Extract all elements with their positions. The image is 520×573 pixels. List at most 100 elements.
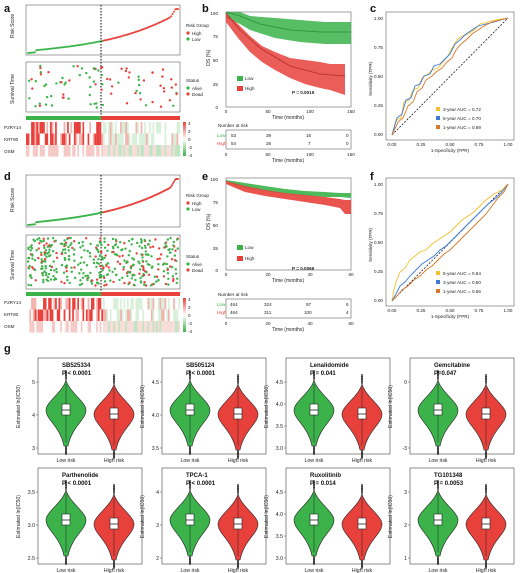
ytick: 100 bbox=[210, 177, 218, 182]
ytick-50: 50 bbox=[213, 58, 219, 63]
outlier bbox=[313, 451, 315, 454]
survival-point bbox=[28, 97, 31, 100]
heat-cell bbox=[96, 298, 99, 310]
heat-cell bbox=[75, 133, 78, 145]
survival-point bbox=[49, 268, 53, 272]
heat-cell bbox=[132, 321, 135, 333]
outlier bbox=[485, 375, 487, 378]
survival-point bbox=[92, 67, 96, 70]
heat-cell bbox=[103, 122, 105, 134]
heat-cell bbox=[162, 133, 165, 145]
drug-name: Ruxolitinib bbox=[310, 473, 341, 479]
group-label: Low risk bbox=[304, 458, 323, 464]
survival-point bbox=[110, 85, 114, 88]
survival-point bbox=[147, 273, 151, 276]
heat-cell bbox=[145, 133, 148, 145]
panel-letter-f: f bbox=[370, 171, 374, 183]
heat-cell bbox=[154, 133, 157, 145]
risk-row-low: Low bbox=[217, 133, 226, 138]
legend-swatch bbox=[436, 289, 440, 293]
heat-cell bbox=[94, 145, 97, 157]
heat-cell bbox=[34, 122, 37, 134]
drug-name: Parthenolide bbox=[62, 473, 99, 479]
panel-b: 100 75 50 25 0 OS (%) 0 50 100 150 Time … bbox=[206, 11, 355, 164]
survival-point bbox=[29, 284, 33, 287]
km-low-band bbox=[226, 12, 351, 44]
heat-cell bbox=[92, 122, 95, 134]
survival-point bbox=[42, 278, 45, 282]
heat-cell bbox=[38, 298, 40, 310]
heat-cell bbox=[118, 309, 121, 321]
violin-frame bbox=[161, 357, 267, 455]
survival-frame bbox=[25, 234, 181, 290]
risk-xlabel: Time (months) bbox=[272, 327, 304, 333]
heat-cell bbox=[61, 145, 64, 157]
legend-swatch bbox=[436, 125, 440, 129]
survival-point bbox=[166, 255, 169, 258]
survival-point bbox=[48, 264, 52, 268]
survival-point bbox=[60, 280, 63, 283]
ytick-label: 4 bbox=[156, 490, 159, 496]
km-pvalue: P = 0.0066 bbox=[292, 266, 315, 271]
heat-cell bbox=[125, 309, 128, 321]
heat-cell bbox=[65, 133, 68, 145]
heat-cell bbox=[48, 145, 51, 157]
survival-point bbox=[157, 279, 160, 282]
legend-alive-dot bbox=[186, 262, 190, 266]
risk-row-high: High bbox=[217, 310, 227, 315]
outlier bbox=[361, 382, 363, 384]
violin-frame bbox=[409, 357, 515, 455]
survival-point bbox=[42, 237, 45, 240]
heat-cell bbox=[132, 133, 135, 145]
heat-cell bbox=[150, 298, 153, 310]
survival-point bbox=[142, 79, 146, 82]
heat-cell bbox=[36, 298, 39, 310]
heat-cell bbox=[135, 145, 138, 157]
survival-point bbox=[113, 243, 117, 247]
survival-point bbox=[95, 265, 98, 268]
survival-point bbox=[172, 244, 175, 247]
heat-cell bbox=[41, 145, 44, 157]
heat-cell bbox=[60, 298, 63, 310]
outlier bbox=[437, 557, 439, 560]
survival-point bbox=[171, 248, 174, 251]
heat-cell bbox=[58, 309, 61, 321]
heat-cell bbox=[156, 145, 158, 157]
heat-cell bbox=[111, 298, 114, 310]
survival-point bbox=[49, 245, 52, 248]
survival-point bbox=[45, 242, 48, 245]
heat-cell bbox=[67, 298, 70, 310]
heat-cell bbox=[166, 298, 169, 310]
heat-cell bbox=[89, 133, 92, 145]
survival-point bbox=[141, 256, 144, 259]
heat-cell bbox=[91, 133, 93, 145]
ytick: 25 bbox=[213, 246, 219, 251]
heat-cell bbox=[125, 133, 128, 145]
heat-cell bbox=[173, 122, 176, 134]
heat-cell bbox=[34, 133, 37, 145]
outlier bbox=[65, 480, 67, 482]
heat-cell bbox=[87, 298, 90, 310]
outlier bbox=[237, 454, 239, 457]
outlier bbox=[361, 375, 363, 378]
km-high-band bbox=[226, 14, 345, 95]
drug-pvalue: P < 0.0001 bbox=[62, 481, 92, 487]
legend-low: Low bbox=[245, 245, 254, 250]
outlier bbox=[485, 374, 487, 376]
risk-score-label: Risk Score bbox=[10, 14, 16, 38]
heat-cell bbox=[60, 122, 63, 134]
heat-cell bbox=[121, 309, 124, 321]
legend-alive-dot bbox=[186, 86, 190, 90]
survival-point bbox=[100, 66, 103, 70]
outlier bbox=[361, 374, 363, 376]
heat-cell bbox=[104, 321, 107, 333]
heat-cell bbox=[63, 145, 66, 157]
heat-cell bbox=[142, 298, 145, 310]
panel-f: 1.00 0.75 0.50 0.25 0.00 0.00 0.25 0.50 … bbox=[368, 177, 515, 319]
survival-point bbox=[92, 258, 96, 261]
outlier bbox=[113, 382, 115, 384]
heat-cell bbox=[152, 309, 155, 321]
legend-3year: 3-year AUC = 0.60 bbox=[443, 280, 481, 285]
survival-point bbox=[164, 282, 168, 286]
legend-high-swatch bbox=[237, 86, 243, 91]
